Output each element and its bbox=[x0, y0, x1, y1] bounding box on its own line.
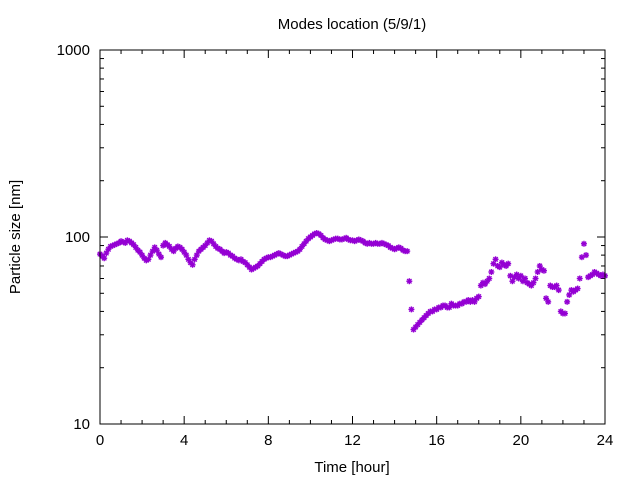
x-axis-label: Time [hour] bbox=[314, 459, 389, 476]
data-point bbox=[408, 306, 415, 313]
data-point bbox=[158, 254, 165, 261]
data-point bbox=[488, 268, 495, 275]
x-tick-label: 16 bbox=[428, 432, 445, 449]
x-tick-label: 12 bbox=[344, 432, 361, 449]
y-tick-label: 1000 bbox=[57, 42, 90, 59]
axis-ticks bbox=[99, 49, 606, 425]
data-point bbox=[555, 287, 562, 294]
data-point bbox=[155, 251, 162, 258]
data-point bbox=[545, 298, 552, 305]
data-point bbox=[486, 275, 493, 282]
data-point bbox=[574, 285, 581, 292]
data-point bbox=[553, 282, 560, 289]
data-point bbox=[532, 275, 539, 282]
x-tick-label: 8 bbox=[264, 432, 272, 449]
data-point bbox=[517, 272, 524, 279]
data-point bbox=[406, 278, 413, 285]
chart-title: Modes location (5/9/1) bbox=[278, 16, 426, 33]
data-point bbox=[540, 267, 547, 274]
x-tick-label: 20 bbox=[512, 432, 529, 449]
data-point bbox=[496, 264, 503, 271]
y-tick-label: 100 bbox=[65, 229, 90, 246]
data-point bbox=[583, 252, 590, 259]
data-point bbox=[475, 293, 482, 300]
data-point bbox=[564, 298, 571, 305]
data-point bbox=[404, 248, 411, 255]
data-point bbox=[530, 279, 537, 286]
plot-frame bbox=[99, 49, 606, 425]
data-points bbox=[97, 230, 608, 333]
data-point bbox=[492, 256, 499, 263]
x-tick-label: 24 bbox=[597, 432, 614, 449]
data-point bbox=[562, 310, 569, 317]
y-axis-label: Particle size [nm] bbox=[7, 180, 24, 294]
x-tick-label: 4 bbox=[180, 432, 188, 449]
data-point bbox=[101, 255, 108, 262]
axis-tick-labels: 0 4 8 12 16 20 24 10 100 1000 bbox=[57, 42, 614, 449]
x-tick-label: 0 bbox=[96, 432, 104, 449]
data-point bbox=[189, 261, 196, 268]
data-point bbox=[576, 275, 583, 282]
data-point bbox=[534, 268, 541, 275]
data-point bbox=[580, 240, 587, 247]
data-point bbox=[389, 245, 396, 252]
data-point bbox=[505, 260, 512, 267]
data-point bbox=[566, 291, 573, 298]
y-tick-label: 10 bbox=[73, 416, 90, 433]
